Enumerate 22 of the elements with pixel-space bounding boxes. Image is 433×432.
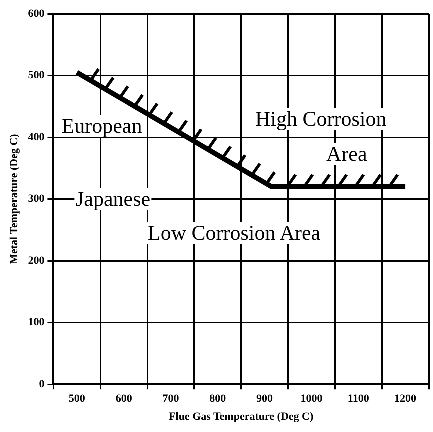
x-tick-label: 500 [68,393,86,406]
y-tick-label: 300 [28,193,46,206]
x-tick-label: 800 [210,393,227,406]
annotation: Low Corrosion Area [146,220,322,245]
x-tick-label: 700 [162,393,180,406]
x-tick-label: 1200 [394,393,418,406]
y-tick-label: 100 [28,316,46,329]
y-tick-label: 0 [39,378,46,390]
y-tick-label: 500 [28,70,46,82]
x-tick-label: 1100 [348,393,370,406]
annotation: Area [325,142,368,166]
annotation: Japanese [74,187,152,212]
y-axis-title: Metal Temperature (Deg C) [8,134,20,264]
annotation: High Corrosion [254,107,388,131]
annotation: European [60,114,144,138]
y-tick-label: 600 [28,8,46,20]
x-tick-label: 1000 [300,393,324,406]
y-tick-label: 200 [28,254,46,267]
x-tick-label: 600 [116,393,133,406]
y-tick-label: 400 [28,131,46,144]
x-tick-label: 900 [256,393,274,406]
x-axis-title: Flue Gas Temperature (Deg C) [169,411,314,424]
